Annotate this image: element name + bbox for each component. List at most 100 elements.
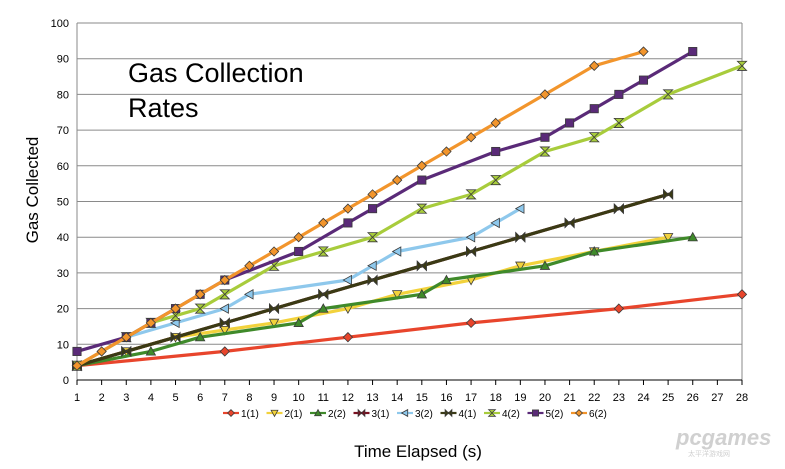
y-tick-label: 20 [57, 304, 69, 316]
series-2(2) [71, 231, 699, 370]
data-point [539, 146, 551, 157]
x-tick-label: 24 [637, 392, 649, 404]
series-3(2) [71, 203, 525, 371]
data-point [466, 245, 477, 258]
data-point [638, 46, 649, 57]
data-point [243, 289, 254, 300]
x-tick-label: 13 [366, 392, 378, 404]
x-tick-label: 1 [74, 392, 80, 404]
data-point [145, 346, 157, 356]
data-point [318, 303, 329, 313]
data-point [313, 408, 323, 417]
x-tick-label: 27 [711, 392, 723, 404]
y-tick-label: 90 [57, 54, 69, 66]
data-point [441, 274, 452, 285]
data-point [169, 310, 182, 321]
data-point [317, 246, 329, 257]
data-point [736, 60, 748, 71]
data-point [368, 204, 378, 214]
data-point [588, 132, 600, 143]
data-point [342, 203, 354, 214]
data-point [268, 246, 280, 257]
data-point [367, 189, 378, 200]
data-point [589, 104, 599, 114]
data-point [357, 408, 366, 418]
data-point [465, 317, 477, 329]
data-point [71, 360, 83, 371]
data-point [444, 408, 453, 418]
x-tick-label: 16 [440, 392, 452, 404]
data-point [194, 331, 206, 342]
data-point [564, 217, 575, 229]
series-layer [71, 46, 748, 372]
chart-title-line-2: Rates [128, 93, 199, 123]
data-point [539, 260, 551, 270]
y-tick-label: 0 [63, 375, 69, 387]
legend-item: 2(2) [310, 408, 346, 420]
data-point [613, 203, 624, 215]
data-point [687, 231, 699, 242]
data-point [96, 346, 107, 357]
data-point [392, 174, 403, 186]
x-tick-label: 15 [416, 392, 428, 404]
watermark-subtext: 太平洋游戏网 [688, 449, 730, 458]
data-point [367, 260, 377, 272]
data-point [515, 261, 526, 272]
data-point [391, 246, 402, 257]
data-point [416, 260, 427, 272]
legend-label: 2(1) [285, 409, 303, 420]
legend-item: 4(2) [484, 409, 520, 420]
x-tick-label: 9 [271, 392, 277, 404]
legend-label: 3(1) [372, 409, 390, 420]
data-point [270, 409, 279, 418]
series-6(2) [71, 46, 649, 371]
legend-item: 2(1) [266, 409, 303, 420]
x-tick-label: 14 [391, 392, 403, 404]
data-point [121, 331, 132, 343]
data-point [441, 146, 452, 157]
legend-label: 4(2) [502, 409, 520, 420]
legend-label: 1(1) [241, 409, 259, 420]
data-point [688, 47, 698, 57]
data-point [416, 203, 428, 214]
chart-title-line-1: Gas Collection [128, 58, 304, 88]
legend: 1(1) 2(1) 2(2) 3(1) 3(2) 4(1) 4(2) 5(2) 6(2) [223, 408, 607, 420]
data-point [662, 233, 674, 243]
y-tick-label: 40 [57, 232, 69, 244]
data-point [227, 409, 235, 417]
x-tick-label: 25 [662, 392, 674, 404]
y-tick-label: 80 [57, 89, 69, 101]
data-point [219, 289, 231, 300]
data-point [219, 346, 230, 357]
x-tick-label: 26 [687, 392, 699, 404]
data-point [170, 303, 181, 314]
series-line [75, 235, 695, 368]
data-point [575, 409, 583, 417]
axes [76, 23, 743, 385]
x-tick-label: 28 [736, 392, 748, 404]
legend-item: 1(1) [223, 409, 259, 420]
y-tick-labels: 0 10 20 30 40 50 60 70 80 90 100 [51, 18, 69, 387]
data-point [565, 118, 575, 128]
legend-label: 5(2) [546, 409, 564, 420]
data-point [416, 160, 427, 171]
data-point [391, 290, 403, 300]
x-tick-label: 3 [123, 392, 129, 404]
series-4(1) [72, 188, 674, 372]
y-tick-label: 30 [57, 268, 69, 280]
legend-item: 4(1) [440, 408, 476, 420]
data-point [72, 346, 82, 356]
data-point [293, 317, 304, 327]
x-tick-labels: 1 2 3 4 5 6 7 8 9 10 11 12 13 14 15 16 17 18 19 20 21 22 23 24 2… [74, 392, 748, 404]
x-tick-label: 2 [99, 392, 105, 404]
y-tick-label: 100 [51, 18, 69, 30]
y-tick-label: 50 [57, 197, 69, 209]
x-tick-label: 20 [539, 392, 551, 404]
legend-label: 6(2) [589, 409, 607, 420]
data-point [219, 274, 230, 286]
data-point [145, 317, 157, 329]
data-point [491, 146, 501, 157]
data-point [490, 217, 500, 229]
data-point [293, 232, 304, 243]
data-point [416, 288, 428, 299]
